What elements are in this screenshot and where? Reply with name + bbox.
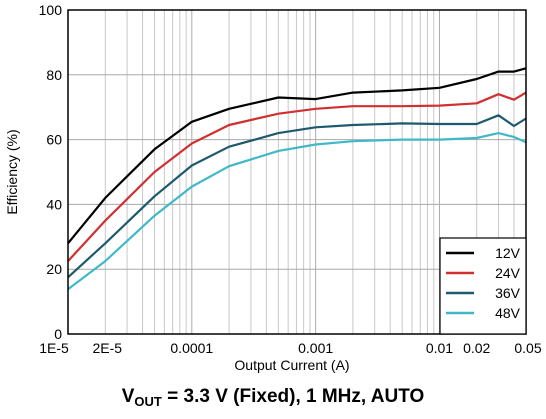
caption-text: = 3.3 V (Fixed), 1 MHz, AUTO xyxy=(161,386,425,407)
chart-series-group xyxy=(67,67,527,291)
x-tick-label: 0.02 xyxy=(463,340,490,356)
x-tick-label: 0.01 xyxy=(426,340,453,356)
caption-v: V xyxy=(121,386,135,407)
x-tick-label: 2E-5 xyxy=(92,340,122,356)
series-line-48v xyxy=(67,132,527,291)
chart-grid xyxy=(68,10,526,334)
y-tick-label: 80 xyxy=(46,67,62,83)
legend-label-48v: 48V xyxy=(495,305,521,321)
chart-legend: 12V 24V 36V 48V xyxy=(439,237,527,335)
x-tick-label: 0.0001 xyxy=(170,340,213,356)
legend-label-24v: 24V xyxy=(495,265,521,281)
series-line-36v xyxy=(67,114,527,279)
efficiency-chart: 1E-5 2E-5 0.0001 0.001 0.01 0.02 0.05 0 20 40 60 8… xyxy=(4,2,542,373)
legend-label-36v: 36V xyxy=(495,285,521,301)
x-tick-label: 1E-5 xyxy=(39,340,69,356)
x-tick-labels: 1E-5 2E-5 0.0001 0.001 0.01 0.02 0.05 xyxy=(39,340,542,356)
caption-subscript: OUT xyxy=(134,394,162,409)
x-tick-label: 0.001 xyxy=(298,340,333,356)
legend-label-12v: 12V xyxy=(495,245,521,261)
y-tick-label: 100 xyxy=(39,2,63,18)
series-line-24v xyxy=(67,91,527,262)
y-axis-label: Efficiency (%) xyxy=(4,129,20,214)
y-tick-labels: 0 20 40 60 80 100 xyxy=(39,2,63,342)
series-line-12v xyxy=(67,67,527,244)
x-tick-label: 0.05 xyxy=(514,340,541,356)
x-axis-label: Output Current (A) xyxy=(234,357,349,373)
y-tick-label: 20 xyxy=(46,261,62,277)
plot-frame xyxy=(67,9,527,335)
y-tick-label: 40 xyxy=(46,196,62,212)
y-tick-label: 0 xyxy=(54,326,62,342)
chart-caption: VOUT = 3.3 V (Fixed), 1 MHz, AUTO xyxy=(0,386,546,409)
y-tick-label: 60 xyxy=(46,132,62,148)
